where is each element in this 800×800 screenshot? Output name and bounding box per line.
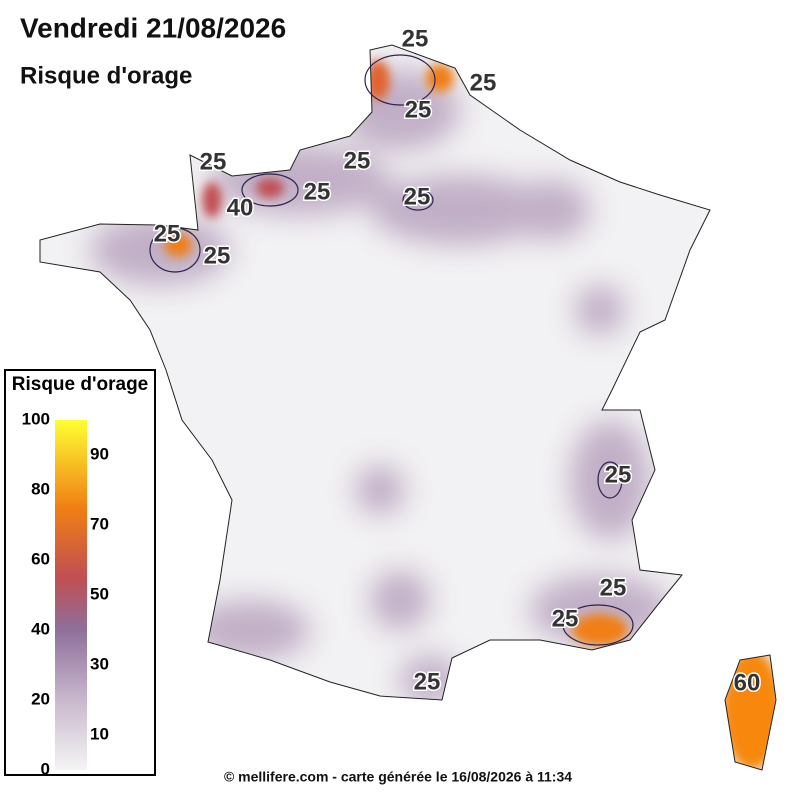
- legend-bar: [55, 420, 87, 770]
- contour-label: 25: [402, 25, 429, 52]
- legend-tick-label: 90: [90, 444, 109, 463]
- legend-tick-label: 40: [31, 619, 50, 638]
- legend-tick-label: 50: [90, 584, 109, 603]
- contour-label: 25: [405, 96, 432, 123]
- legend-tick-label: 80: [31, 479, 50, 498]
- legend-tick-label: 20: [31, 689, 50, 708]
- legend-tick-label: 0: [41, 759, 50, 778]
- legend-tick-label: 70: [90, 514, 109, 533]
- contour-label: 40: [227, 194, 254, 221]
- legend-title: Risque d'orage: [12, 374, 149, 395]
- subtitle: Risque d'orage: [20, 62, 192, 89]
- contour-label: 60: [734, 669, 761, 696]
- contour-label: 25: [404, 183, 431, 210]
- contour-label: 25: [600, 574, 627, 601]
- contour-label: 25: [204, 242, 231, 269]
- legend-tick-label: 30: [90, 654, 109, 673]
- contour-label: 25: [414, 668, 441, 695]
- contour-label: 25: [344, 147, 371, 174]
- contour-label: 25: [304, 178, 331, 205]
- legend: Risque d'orage 0 20 40 60 80 100 10 30 50 70 90: [4, 369, 156, 778]
- legend-tick-label: 60: [31, 549, 50, 568]
- contour-label: 25: [605, 461, 632, 488]
- contour-label: 25: [200, 148, 227, 175]
- title: Vendredi 21/08/2026: [20, 12, 286, 43]
- contour-label: 25: [154, 220, 181, 247]
- footer: © mellifere.com - carte générée le 16/08…: [224, 769, 572, 785]
- contours: [149, 54, 634, 646]
- contour-label: 25: [552, 605, 579, 632]
- legend-tick-label: 100: [22, 409, 50, 428]
- legend-tick-label: 10: [90, 724, 109, 743]
- contour-label: 25: [470, 69, 497, 96]
